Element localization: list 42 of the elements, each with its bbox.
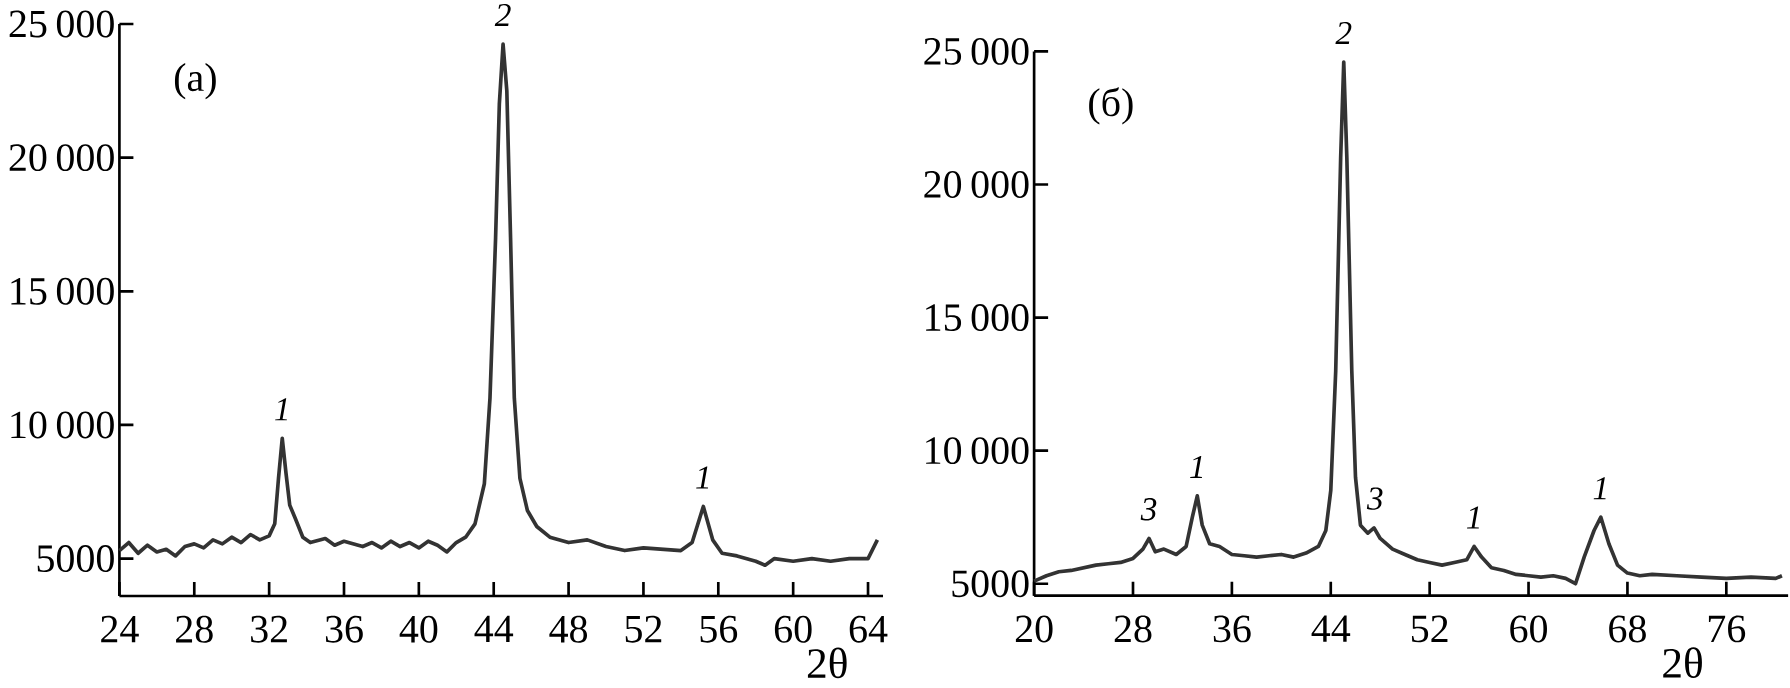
annotation: (б)	[1089, 87, 1133, 125]
y-tick-label: 10 000	[926, 437, 1029, 465]
x-tick-label: 52	[625, 615, 662, 643]
x-tick-label: 60	[1510, 615, 1547, 643]
x-tick-label: 24	[101, 615, 139, 643]
y-tick-label: 20 000	[924, 170, 1029, 198]
x-tick-label: 64	[849, 615, 888, 643]
annotation: (a)	[174, 63, 216, 100]
x-tick-label: 48	[549, 615, 588, 643]
x-tick-label: 52	[1411, 615, 1448, 643]
annotation: 3	[1140, 498, 1157, 521]
x-axis-title: 2θ	[1663, 647, 1702, 679]
annotation: 1	[275, 398, 287, 421]
annotation: 1	[1467, 506, 1479, 529]
y-tick-label: 10 000	[11, 411, 114, 439]
y-tick-label: 5000	[952, 570, 1029, 598]
y-tick-label: 20 000	[9, 144, 114, 172]
x-tick-label: 32	[251, 615, 287, 643]
x-tick-label: 28	[1114, 615, 1152, 643]
x-tick-label: 36	[1213, 615, 1251, 643]
x-tick-label: 76	[1708, 615, 1746, 643]
annotation: 2	[494, 3, 511, 27]
y-tick-label: 15 000	[926, 304, 1029, 332]
x-tick-label: 28	[176, 615, 213, 643]
y-tick-label: 25 000	[924, 37, 1029, 65]
annotation: 1	[1593, 477, 1606, 500]
x-tick-label: 20	[1015, 615, 1053, 643]
y-tick-label: 15 000	[11, 277, 114, 305]
x-tick-label: 44	[474, 615, 514, 643]
x-tick-label: 40	[399, 615, 438, 643]
x-tick-label: 44	[1311, 615, 1351, 642]
x-tick-label: 36	[325, 615, 363, 643]
annotation: 2	[1335, 21, 1352, 45]
annotation: 1	[1190, 455, 1203, 478]
annotation: 1	[696, 466, 709, 489]
x-axis-title: 2θ	[807, 647, 847, 679]
y-tick-label: 25 000	[9, 10, 114, 38]
x-tick-label: 56	[700, 615, 738, 643]
x-tick-label: 68	[1609, 615, 1646, 643]
y-tick-label: 5000	[37, 545, 114, 573]
annotation: 3	[1366, 487, 1383, 510]
x-tick-label: 60	[774, 615, 812, 643]
